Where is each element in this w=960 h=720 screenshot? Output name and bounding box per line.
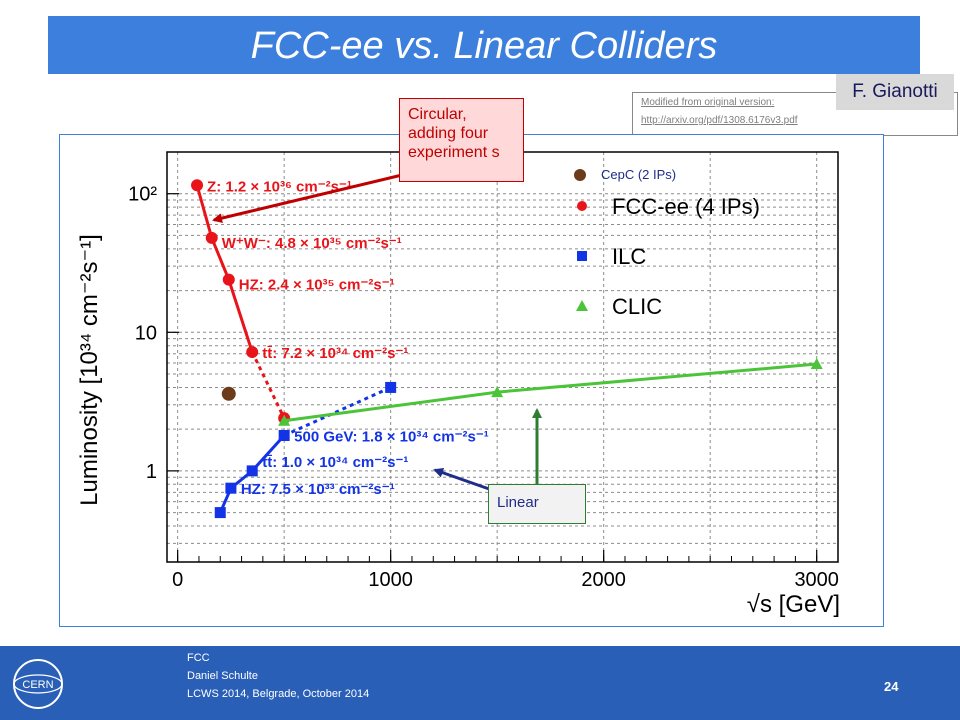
data-label: tt̄: 7.2 × 10³⁴ cm⁻²s⁻¹ [262,345,408,362]
series-segment [251,434,286,472]
data-point [191,179,204,192]
x-tick-label: 1000 [368,569,413,591]
data-point [246,465,258,477]
source-link[interactable]: http://arxiv.org/pdf/1308.6176v3.pdf [641,115,798,126]
circular-callout-arrow [212,173,403,224]
series-segment [283,390,498,423]
page-number: 24 [884,679,899,694]
y-tick-label: 10 [135,322,157,344]
series-segment [283,386,392,437]
data-point [221,386,236,401]
legend-entry: CLIC [612,294,662,319]
data-point [246,346,259,359]
series-segment [210,237,231,281]
linear-callout-arrow [433,467,493,492]
data-point [225,482,237,494]
title-bar: FCC-ee vs. Linear Colliders [48,16,920,74]
data-label: tt̄: 1.0 × 10³⁴ cm⁻²s⁻¹ [262,454,408,471]
data-point [214,507,226,519]
data-label: Z: 1.2 × 10³⁶ cm⁻²s⁻¹ [207,178,352,195]
linear-callout: Linear [488,484,586,524]
data-point [278,414,291,426]
author-tag: F. Gianotti [836,74,954,110]
y-axis-label: Luminosity [10³⁴ cm⁻²s⁻¹] [76,234,103,506]
data-label: HZ: 7.5 × 10³³ cm⁻²s⁻¹ [241,481,395,498]
legend-entry: ILC [612,244,646,269]
data-point [278,429,290,441]
circular-callout: Circular, adding four experiment s [399,98,524,182]
legend-entry: FCC-ee (4 IPs) [612,194,760,219]
series-segment [497,362,817,394]
y-tick-label: 10² [128,184,157,206]
legend-marker [576,300,588,311]
data-point [205,231,218,244]
y-tick-label: 1 [146,461,157,483]
footer-speaker: Daniel Schulte [187,670,258,682]
data-point [810,358,823,370]
x-tick-label: 3000 [794,569,839,591]
footer-event: LCWS 2014, Belgrade, October 2014 [187,688,370,700]
cern-logo-text: CERN [22,679,53,691]
x-axis-label: √s [GeV] [747,591,840,618]
slide-title: FCC-ee vs. Linear Colliders [250,25,718,67]
data-point [491,386,504,398]
series-segment [227,279,254,353]
data-point [385,381,397,393]
data-label: HZ: 2.4 × 10³⁵ cm⁻²s⁻¹ [239,277,395,294]
x-tick-label: 0 [172,569,183,591]
data-point [222,273,235,286]
x-tick-label: 2000 [581,569,626,591]
series-segment [195,184,214,239]
legend-marker [574,169,586,181]
data-label: 500 GeV: 1.8 × 10³⁴ cm⁻²s⁻¹ [294,428,489,445]
legend-marker [577,201,587,211]
footer-bar: CERN FCC Daniel Schulte LCWS 2014, Belgr… [0,646,960,720]
cern-logo-icon: CERN [13,659,63,709]
legend-entry: CepC (2 IPs) [601,167,676,182]
legend-marker [577,251,587,261]
data-label: W⁺W⁻: 4.8 × 10³⁵ cm⁻²s⁻¹ [222,235,402,252]
source-note-text: Modified from original version: [641,97,775,108]
footer-project: FCC [187,652,210,664]
chart-frame [59,134,884,627]
